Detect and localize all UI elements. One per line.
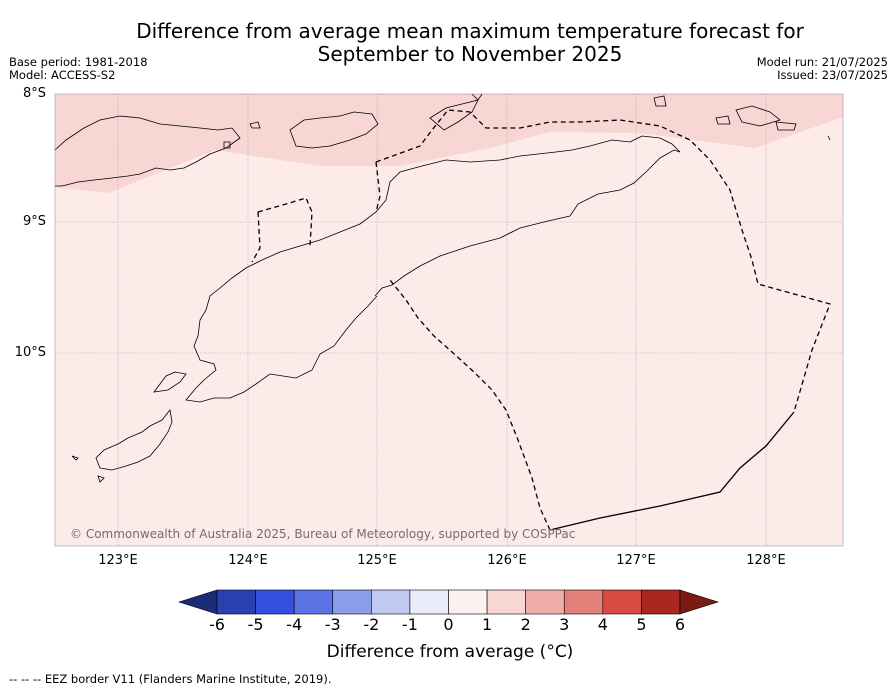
wetar-coast: [429, 99, 479, 131]
island-far-east: [827, 135, 831, 141]
anomaly-region-0-to-1: [55, 94, 843, 546]
colorbar-tick-label: 5: [636, 615, 647, 634]
rote-savu-coast: [153, 371, 187, 393]
map-title: Difference from average mean maximum tem…: [90, 20, 850, 66]
issued-date: Issued: 23/07/2025: [777, 68, 888, 82]
lon-label-125e: 125°E: [357, 553, 397, 568]
eez-source-note: -- -- -- EEZ border V11 (Flanders Marine…: [9, 672, 332, 686]
colorbar-extend-low: [178, 589, 218, 615]
oecusse-eez: [257, 197, 313, 247]
island-east-2: [775, 121, 797, 131]
colorbar-segment: [525, 589, 565, 615]
colorbar: [178, 589, 719, 615]
island-west-small-2: [223, 141, 231, 149]
oecusse-eez-2: [251, 211, 261, 263]
island-east-4: [715, 115, 731, 125]
eez-line-main: [375, 161, 381, 213]
lon-label-123e: 123°E: [98, 553, 138, 568]
small-island-2: [97, 475, 105, 483]
colorbar-tick-label: -6: [209, 615, 225, 634]
colorbar-tick-label: -4: [286, 615, 303, 634]
anomaly-region-1-to-2: [55, 94, 843, 193]
colorbar-title-unit: °C): [546, 642, 574, 662]
colorbar-segment: [255, 589, 295, 615]
small-island-1: [71, 455, 79, 461]
lat-label-8s: 8°S: [22, 86, 46, 101]
eez-line-east-solid: [549, 411, 795, 531]
timor-coast: [185, 135, 681, 403]
colorbar-segment: [371, 589, 411, 615]
title-line-2: September to November 2025: [317, 42, 623, 66]
model-name: Model: ACCESS-S2: [9, 68, 116, 82]
colorbar-tick-label: 4: [597, 615, 608, 634]
colorbar-tick-label: 3: [559, 615, 570, 634]
colorbar-title-text: Difference from average (: [326, 642, 547, 662]
map-frame: [54, 93, 844, 547]
colorbar-segment: [409, 589, 449, 615]
colorbar-tick-label: -2: [363, 615, 380, 634]
colorbar-tick-label: -1: [401, 615, 418, 634]
colorbar-tick-label: 1: [481, 615, 493, 634]
colorbar-segment: [448, 589, 488, 615]
colorbar-tick-label: -5: [247, 615, 264, 634]
eez-borders: [251, 109, 831, 531]
colorbar-segment: [332, 589, 372, 615]
colorbar-segment: [216, 589, 256, 615]
colorbar-segment: [602, 589, 642, 615]
map-panel: [54, 93, 844, 547]
lon-label-124e: 124°E: [228, 553, 268, 568]
copyright-notice: © Commonwealth of Australia 2025, Bureau…: [70, 527, 575, 541]
eez-line-north: [375, 109, 831, 413]
title-line-1: Difference from average mean maximum tem…: [136, 19, 804, 43]
base-period: Base period: 1981-2018: [9, 55, 148, 69]
lat-label-10s: 10°S: [14, 345, 46, 360]
model-info: Base period: 1981-2018 Model: ACCESS-S2: [9, 56, 148, 82]
colorbar-extend-high: [679, 589, 719, 615]
coastlines: [54, 93, 831, 483]
colorbar-segment: [563, 589, 604, 615]
lon-label-126e: 126°E: [487, 553, 527, 568]
model-run: Model run: 21/07/2025: [756, 55, 888, 69]
sumba-coast: [95, 409, 173, 471]
colorbar-segment: [293, 589, 334, 615]
colorbar-tick-label: 2: [520, 615, 531, 634]
alor-coast: [289, 111, 379, 149]
run-info: Model run: 21/07/2025 Issued: 23/07/2025: [757, 56, 888, 82]
colorbar-tick-label: 6: [674, 615, 686, 634]
colorbar-tick-label: 0: [443, 615, 454, 634]
island-west-small: [249, 121, 261, 129]
lon-label-128e: 128°E: [746, 553, 786, 568]
lat-label-9s: 9°S: [22, 214, 46, 229]
island-east-3: [653, 95, 667, 107]
island-east-1: [735, 105, 781, 127]
colorbar-title: Difference from average (°C): [250, 642, 650, 662]
eez-line-south: [389, 279, 551, 531]
lon-label-127e: 127°E: [616, 553, 656, 568]
colorbar-tick-label: -3: [324, 615, 341, 634]
island-small-north: [471, 93, 483, 101]
graticule: [55, 94, 843, 546]
colorbar-segment: [486, 589, 526, 615]
colorbar-segment: [641, 589, 681, 615]
